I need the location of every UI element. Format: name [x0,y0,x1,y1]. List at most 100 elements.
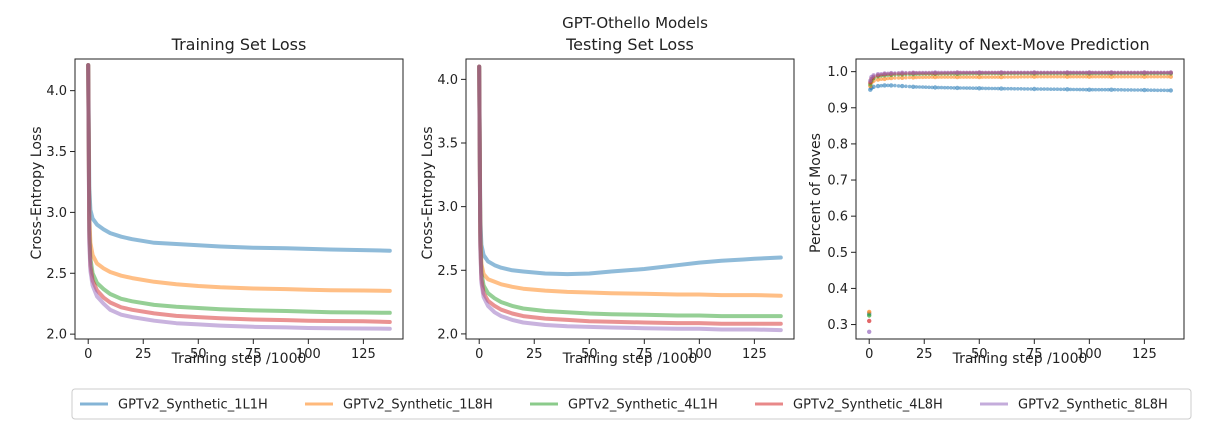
legality-point-gptv2-synthetic-1l1h [896,84,901,88]
legend-label-gptv2-synthetic-4l8h: GPTv2_Synthetic_4L8H [793,398,943,413]
legality-point-gptv2-synthetic-8l8h [964,70,969,75]
legality-point-gptv2-synthetic-8l8h [939,70,944,75]
legality-point-gptv2-synthetic-8l8h [900,70,905,75]
legality-point-gptv2-synthetic-1l8h [1097,74,1101,79]
legality-point-gptv2-synthetic-1l1h [1093,87,1098,92]
legality-point-gptv2-synthetic-8l8h [1032,70,1037,75]
legality-point-gptv2-synthetic-1l8h [1006,75,1010,79]
legality-point-gptv2-synthetic-8l8h [882,71,887,76]
testing-loss-series-gptv2-synthetic-4l1h [477,64,783,319]
legality-point-gptv2-synthetic-8l8h [927,70,931,75]
training-loss-axes-frame [74,58,404,340]
legality-xtick-label: 125 [1132,347,1157,362]
legality-point-gptv2-synthetic-8l8h [1132,70,1137,75]
testing-loss-panel: Testing Set Loss 0 25 50 75 100 125 2.0 2.5 3.0 3… [420,35,795,367]
testing-loss-series-gptv2-synthetic-1l1h [477,64,783,277]
legality-xtick-label: 0 [865,347,873,362]
testing-loss-xtick-label: 0 [475,347,483,362]
legality-point-gptv2-synthetic-8l8h [983,70,988,75]
legality-point-gptv2-synthetic-1l8h [964,75,969,79]
training-loss-ytick-label: 3.0 [46,206,67,221]
legality-point-gptv2-synthetic-8l8h [896,71,901,75]
legality-point-gptv2-synthetic-1l8h [977,74,982,80]
legality-point-gptv2-synthetic-8l8h [1016,70,1020,75]
legality-point-gptv2-synthetic-8l8h [936,70,941,75]
legality-point-gptv2-synthetic-1l8h [1081,74,1085,79]
legality-point-gptv2-synthetic-1l8h [1058,74,1063,79]
legality-point-gptv2-synthetic-8l8h [1049,70,1053,75]
legality-point-gptv2-synthetic-1l8h [971,75,975,79]
legality-point-gptv2-synthetic-1l8h [1142,74,1147,79]
legality-point-gptv2-synthetic-1l1h [933,85,938,90]
legality-point-gptv2-synthetic-8l8h [1019,70,1023,75]
legality-point-gptv2-synthetic-1l8h [939,75,944,79]
testing-loss-series-gptv2-synthetic-8l8h [477,64,783,333]
legality-point-gptv2-synthetic-1l1h [1109,87,1114,92]
legality-point-gptv2-synthetic-1l8h [1145,74,1150,79]
legality-point-gptv2-synthetic-1l1h [927,85,931,90]
legality-point-gptv2-synthetic-8l8h [1068,70,1073,75]
legality-point-gptv2-synthetic-8l8h [990,70,994,75]
legality-point-gptv2-synthetic-1l8h [974,75,978,79]
testing-loss-ytick-label: 3.0 [437,200,458,215]
legality-point-gptv2-synthetic-1l8h [1084,74,1088,79]
legality-point-gptv2-synthetic-1l1h [1136,88,1140,92]
legality-point-gptv2-synthetic-8l8h [886,71,890,76]
legality-point-gptv2-synthetic-1l1h [875,83,881,89]
training-loss-series-gptv2-synthetic-8l8h [86,63,392,331]
legality-series-gptv2-synthetic-4l8h [867,70,1174,324]
legality-point-gptv2-synthetic-1l1h [1103,87,1107,92]
legality-xtick-label: 100 [1077,347,1102,362]
legality-point-gptv2-synthetic-1l1h [1052,87,1056,91]
training-loss-ytick-label: 2.5 [46,267,67,282]
legality-point-gptv2-synthetic-8l8h [1039,70,1043,75]
legality-point-gptv2-synthetic-1l8h [904,75,908,80]
legality-point-gptv2-synthetic-8l8h [1129,70,1133,75]
legality-point-gptv2-synthetic-8l8h [1022,70,1027,75]
legality-point-gptv2-synthetic-1l1h [1065,87,1070,92]
legality-point-gptv2-synthetic-1l1h [1112,87,1117,92]
legality-point-gptv2-synthetic-8l8h [974,70,978,75]
legality-point-gptv2-synthetic-8l8h [942,70,947,75]
legality-point-gptv2-synthetic-1l8h [1029,74,1033,79]
legality-point-gptv2-synthetic-1l8h [1168,74,1174,79]
legality-point-gptv2-synthetic-1l8h [990,75,994,79]
legality-ytick-label: 0.6 [827,210,848,225]
legality-point-gptv2-synthetic-4l1h [867,313,872,318]
legality-point-gptv2-synthetic-4l8h [867,318,872,324]
legality-point-gptv2-synthetic-1l1h [977,86,982,91]
training-loss-series-gptv2-synthetic-1l8h [86,63,392,293]
legality-point-gptv2-synthetic-1l8h [1106,74,1110,79]
legality-ylabel: Percent of Moves [808,133,824,253]
legality-point-gptv2-synthetic-1l1h [1162,88,1166,93]
legality-xtick-label: 25 [916,347,933,362]
legality-point-gptv2-synthetic-1l8h [1068,74,1073,79]
legality-point-gptv2-synthetic-1l1h [1090,87,1095,92]
legality-point-gptv2-synthetic-1l1h [1039,87,1043,91]
legality-point-gptv2-synthetic-1l1h [1149,88,1153,92]
testing-loss-axes-frame [465,58,795,340]
legality-point-gptv2-synthetic-8l8h [961,70,966,75]
legality-point-gptv2-synthetic-1l1h [949,86,953,90]
legality-point-gptv2-synthetic-1l8h [1119,74,1124,79]
testing-loss-series-gptv2-synthetic-4l8h [477,64,783,326]
testing-loss-xtick-label: 75 [636,347,653,362]
legality-point-gptv2-synthetic-1l1h [983,86,988,91]
training-loss-xtick-label: 25 [135,347,152,362]
testing-loss-xtick-label: 100 [687,347,712,362]
legality-point-gptv2-synthetic-1l1h [1042,87,1046,91]
legality-point-gptv2-synthetic-1l1h [999,86,1004,91]
legality-point-gptv2-synthetic-8l8h [930,70,934,75]
legality-point-gptv2-synthetic-1l1h [990,86,994,91]
legality-point-gptv2-synthetic-1l8h [1039,74,1043,79]
legality-point-gptv2-synthetic-1l1h [1152,88,1157,92]
legality-point-gptv2-synthetic-1l8h [1087,74,1092,79]
legality-point-gptv2-synthetic-8l8h [1109,70,1114,75]
legality-point-gptv2-synthetic-1l8h [1139,74,1143,79]
legality-point-gptv2-synthetic-1l1h [1071,87,1076,92]
legality-point-gptv2-synthetic-8l8h [949,70,953,75]
legality-point-gptv2-synthetic-1l1h [1139,88,1143,92]
legend-label-gptv2-synthetic-1l8h: GPTv2_Synthetic_1L8H [343,398,493,413]
legend-label-gptv2-synthetic-8l8h: GPTv2_Synthetic_8L8H [1018,398,1168,413]
legality-point-gptv2-synthetic-1l1h [900,83,905,89]
